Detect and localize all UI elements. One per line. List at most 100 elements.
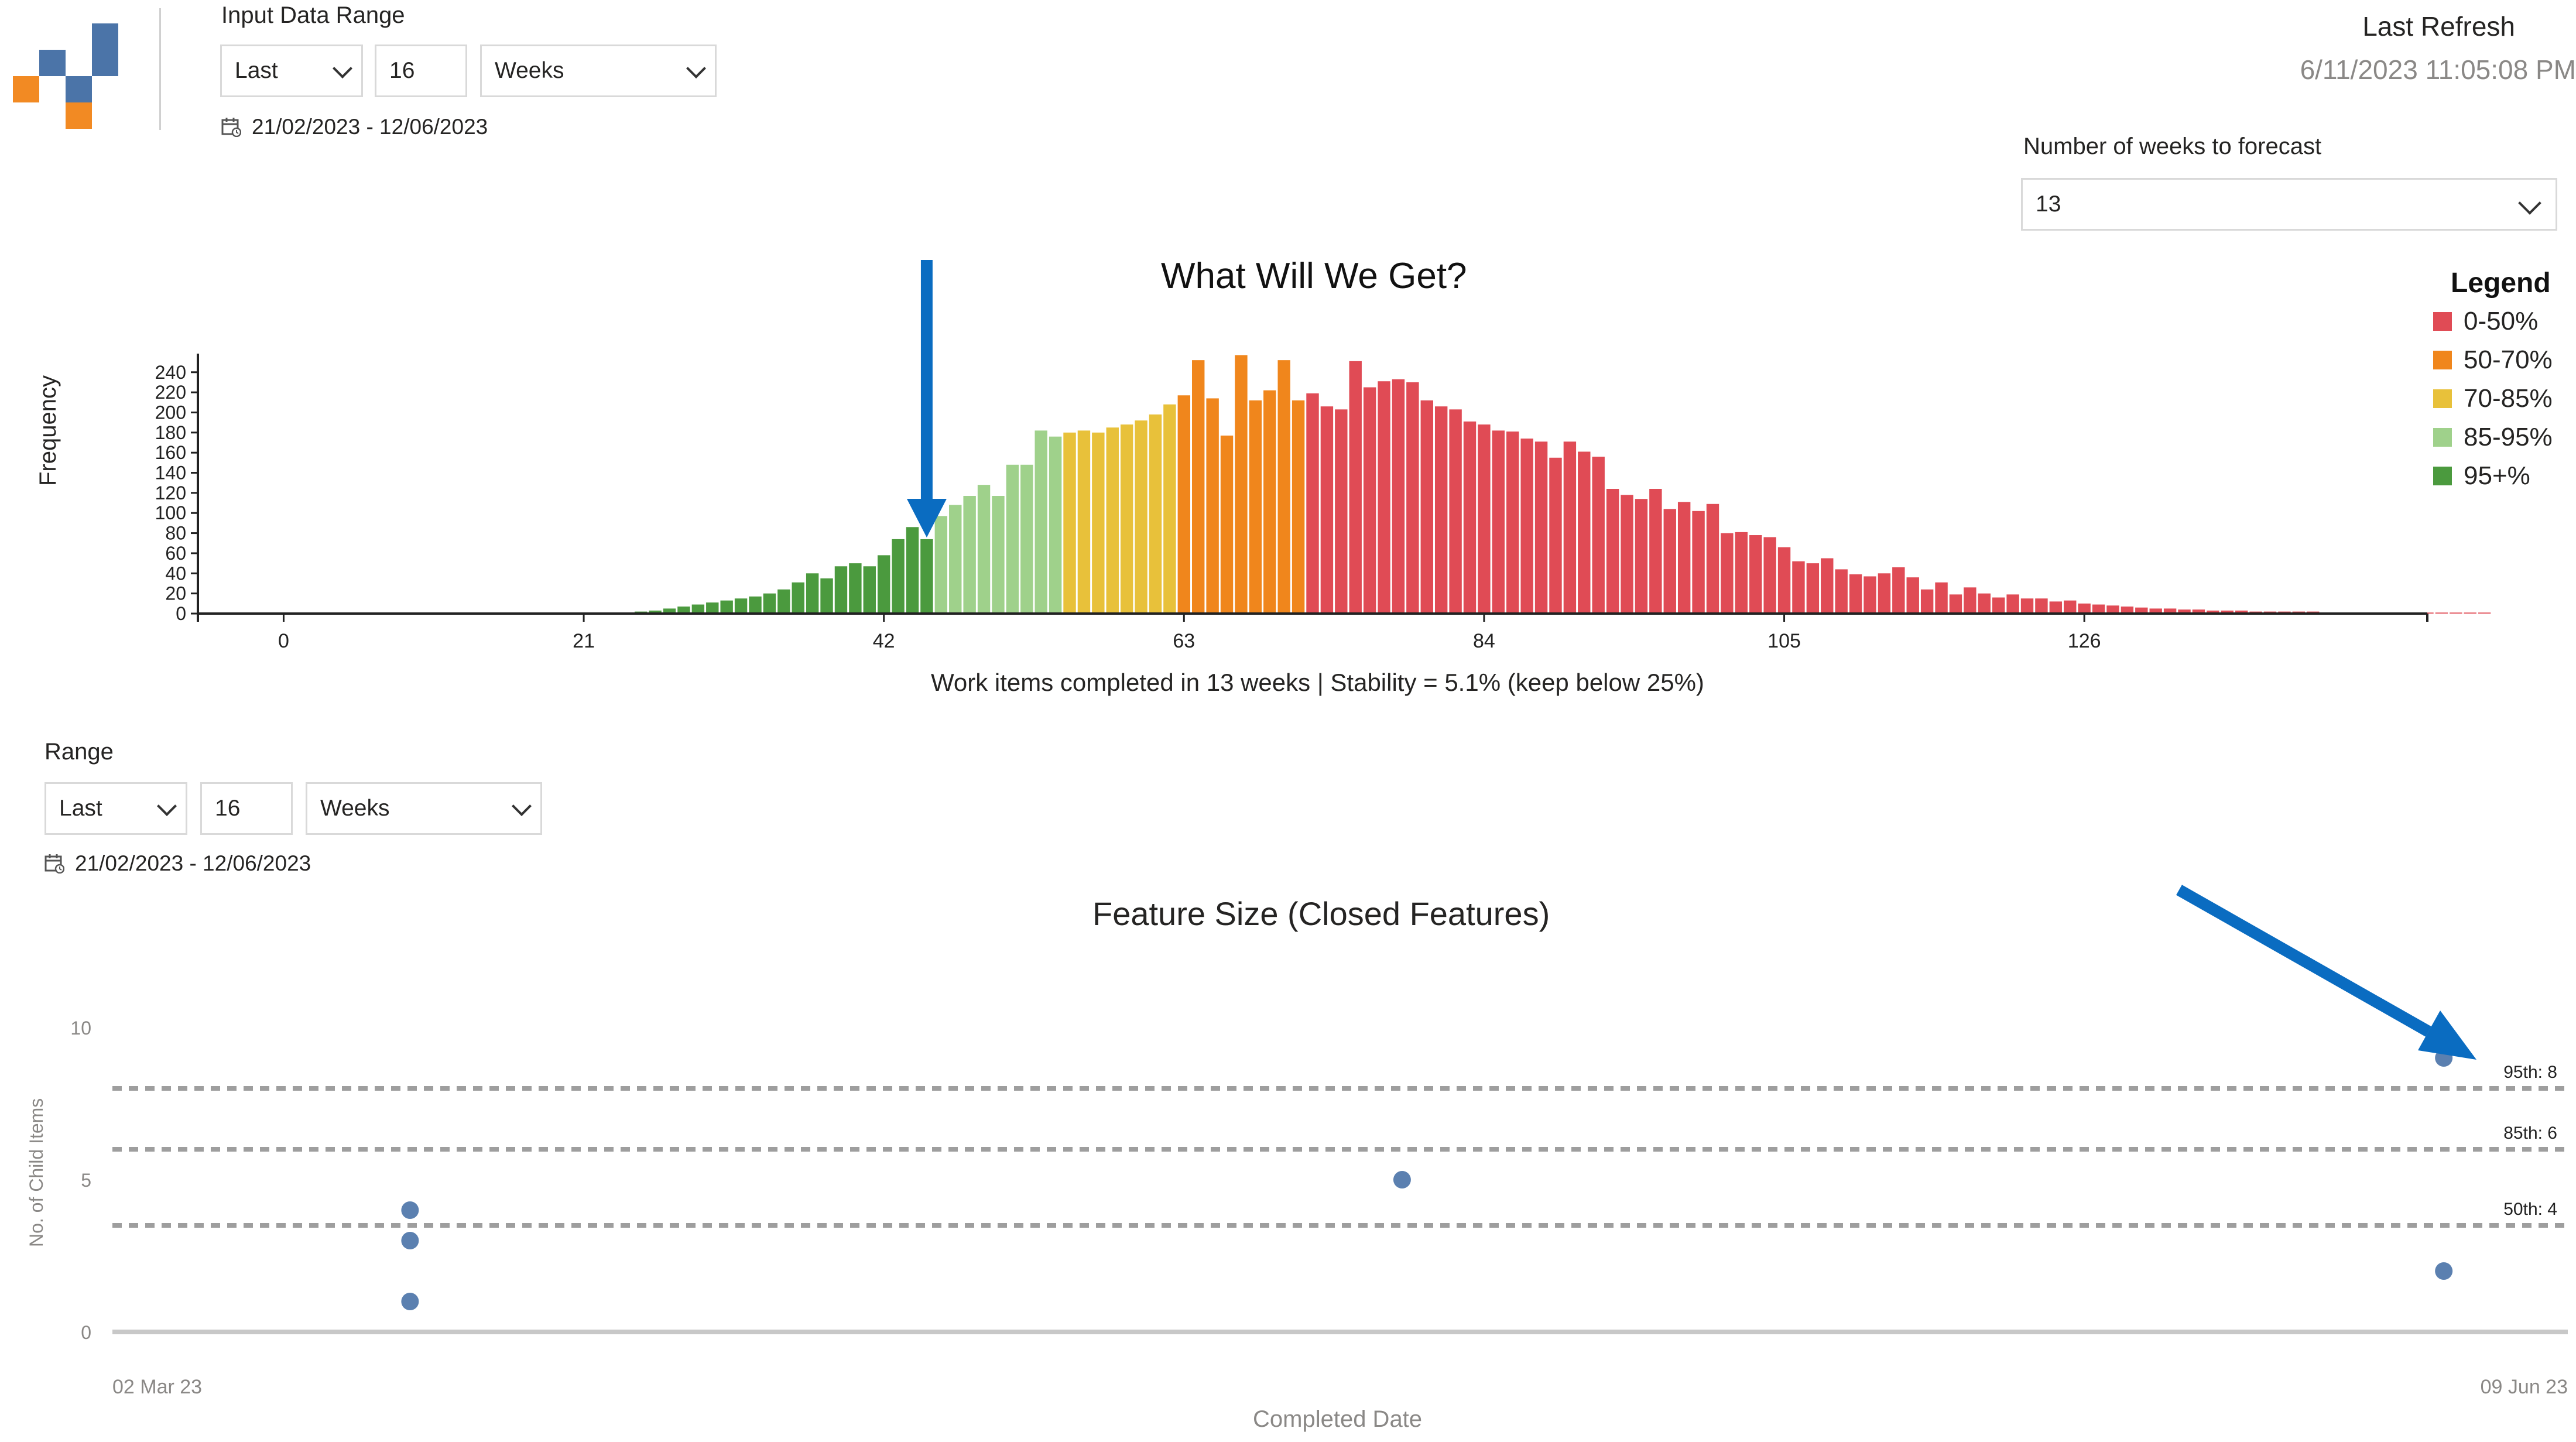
histogram-bar [2221, 610, 2234, 614]
histogram-bar [2178, 609, 2191, 614]
histogram-bar [2163, 608, 2177, 614]
scatter-x-tick-label: 02 Mar 23 [112, 1376, 202, 1398]
legend-item-0-50: 0-50% [2433, 307, 2538, 336]
histogram-bar [2192, 609, 2205, 614]
scatter-title: Feature Size (Closed Features) [1092, 895, 1550, 932]
histogram-bar [1806, 563, 1820, 614]
histogram-bar [877, 555, 890, 614]
histogram-bar [1949, 594, 1962, 614]
histogram-bar [1206, 398, 1219, 614]
range-count-field[interactable] [215, 796, 291, 821]
legend-swatch [2433, 351, 2452, 369]
chevron-down-icon [512, 796, 532, 816]
histogram-bar [920, 539, 933, 614]
histogram-bar [2106, 605, 2119, 614]
histogram-bar [792, 582, 804, 614]
period-unit-select[interactable]: Weeks [480, 44, 717, 97]
scatter-point [401, 1232, 419, 1249]
histogram-bar [1663, 509, 1676, 614]
histogram-x-tick-label: 21 [573, 630, 595, 652]
histogram-bar [2235, 610, 2248, 614]
histogram-bar [992, 496, 1005, 614]
histogram-x-tick-label: 126 [2068, 630, 2101, 652]
histogram-bar [2092, 604, 2105, 614]
histogram-bar [677, 606, 690, 614]
histogram-bar [1992, 597, 2005, 614]
histogram-bar [1235, 355, 1248, 614]
legend-label: 70-85% [2464, 384, 2553, 413]
histogram-bar [1935, 582, 1948, 614]
chevron-down-icon [333, 59, 352, 78]
range-unit-select[interactable]: Weeks [306, 782, 542, 835]
histogram-bar [934, 516, 948, 614]
histogram-bar [1306, 393, 1319, 614]
histogram-bar [2435, 612, 2448, 614]
histogram-x-tick-label: 63 [1173, 630, 1195, 652]
histogram-y-tick-label: 40 [165, 563, 186, 584]
histogram-y-tick-label: 140 [155, 463, 186, 484]
forecast-weeks-select[interactable]: 13 [2021, 178, 2557, 231]
histogram-bar [1292, 400, 1305, 614]
histogram-title: What Will We Get? [1161, 256, 1467, 296]
period-count-input[interactable] [375, 44, 467, 97]
scatter-x-label: Completed Date [1253, 1406, 1423, 1432]
legend-swatch [2433, 312, 2452, 331]
histogram-bar [1606, 489, 1619, 614]
histogram-bar [2049, 601, 2063, 614]
histogram-bar [1020, 464, 1033, 614]
histogram-bar [1149, 414, 1162, 614]
period-select[interactable]: Last [220, 44, 363, 97]
app-logo [13, 23, 118, 129]
histogram-bar [806, 573, 819, 614]
histogram-bar [1978, 593, 1991, 614]
histogram-bar [906, 527, 919, 614]
histogram-bar [849, 563, 862, 614]
histogram-bar [1649, 489, 1662, 614]
histogram-bar [1135, 420, 1147, 614]
histogram-bar [1621, 495, 1633, 614]
range-period-select[interactable]: Last [44, 782, 187, 835]
histogram-bar [1821, 558, 1834, 614]
period-unit-value: Weeks [495, 58, 564, 83]
histogram-bar [2450, 612, 2462, 614]
histogram-bar [1006, 464, 1019, 614]
histogram-bar [1249, 400, 1262, 614]
date-range-text: 21/02/2023 - 12/06/2023 [252, 115, 488, 139]
logo-square [39, 50, 66, 76]
scatter-x-tick-label: 09 Jun 23 [2481, 1376, 2568, 1398]
histogram-bar [1263, 390, 1276, 614]
histogram-bar [1534, 441, 1548, 614]
histogram-bar [834, 566, 848, 614]
legend-swatch [2433, 467, 2452, 485]
histogram-bar [1506, 431, 1519, 614]
last-refresh-value: 6/11/2023 11:05:08 PM [2300, 54, 2576, 85]
forecast-weeks-value: 13 [2036, 191, 2061, 217]
histogram-bar [1277, 360, 1290, 614]
histogram-bar [1692, 511, 1705, 614]
histogram-bar [1492, 430, 1505, 614]
header-divider [159, 8, 161, 130]
legend-label: 85-95% [2464, 423, 2553, 451]
range-date-range-text: 21/02/2023 - 12/06/2023 [75, 851, 311, 875]
histogram-bar [1420, 400, 1433, 614]
histogram-bar [2207, 610, 2219, 614]
input-range-label: Input Data Range [221, 2, 405, 28]
calendar-icon [221, 117, 242, 138]
histogram-bar [1049, 436, 1062, 614]
scatter-y-tick-label: 0 [81, 1322, 91, 1343]
scatter-point [1393, 1171, 1411, 1188]
histogram-bar [1363, 387, 1376, 614]
period-count-field[interactable] [389, 58, 465, 84]
histogram-bar [1177, 395, 1191, 614]
histogram-x-tick-label: 84 [1473, 630, 1495, 652]
chevron-down-icon [686, 59, 706, 78]
histogram-bar [1449, 409, 1462, 614]
histogram-bar [1920, 589, 1934, 614]
histogram-bar [763, 593, 776, 614]
chevron-down-icon [2518, 191, 2541, 215]
range-count-input[interactable] [200, 782, 293, 835]
histogram-bar [1735, 532, 1748, 614]
histogram-bar [2020, 598, 2034, 614]
histogram-bar [1592, 457, 1605, 614]
